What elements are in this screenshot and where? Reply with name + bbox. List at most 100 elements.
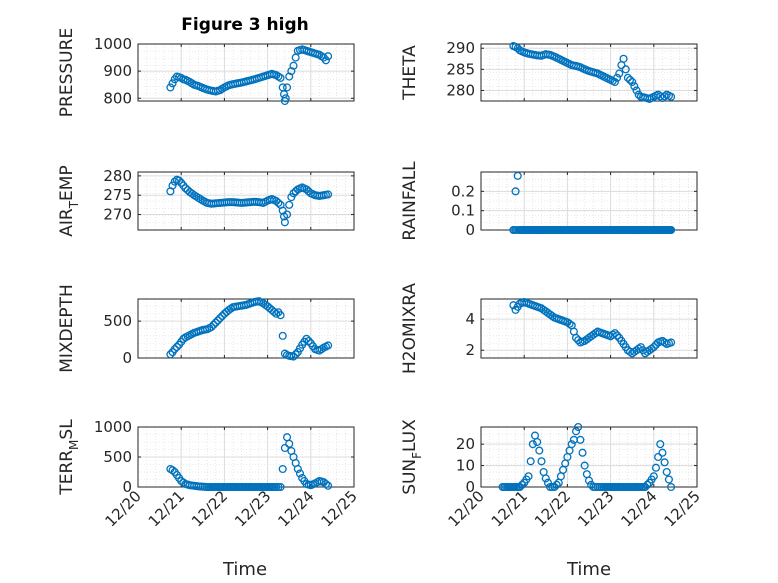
y-tick-label: 275 xyxy=(103,186,132,204)
y-axis-label: SUNFLUX xyxy=(400,419,424,495)
y-tick-label: 1000 xyxy=(94,418,132,436)
panel-rainfall: 00.1 0.2 RAINFALL xyxy=(400,161,698,241)
data-point xyxy=(578,448,587,457)
data-point xyxy=(302,334,311,343)
panel-mixdepth: 0 500 MIXDEPTH xyxy=(57,284,355,373)
minor-grid xyxy=(137,299,355,358)
data-point xyxy=(537,457,546,466)
y-tick-label: 0 xyxy=(122,349,132,367)
x-axis-label-left: Time xyxy=(222,559,267,580)
y-tick-label: 270 xyxy=(103,206,132,224)
data-point xyxy=(667,225,676,235)
data-point xyxy=(324,481,333,490)
series-markers xyxy=(498,422,676,492)
data-point xyxy=(548,312,557,321)
x-tick-label: 12/22 xyxy=(531,487,574,530)
y-axis-label-subscript: F xyxy=(410,452,424,459)
data-point xyxy=(574,422,583,432)
y-axis-label: THETA xyxy=(400,45,420,101)
y-axis-label-subscript: M xyxy=(67,440,81,450)
data-point xyxy=(293,464,302,474)
y-tick-label: 0 xyxy=(465,478,475,496)
y-axis-label-rest: EMP xyxy=(57,165,77,201)
data-point xyxy=(270,307,279,316)
data-point xyxy=(168,466,177,475)
data-point xyxy=(580,461,589,470)
data-point xyxy=(282,210,292,219)
axes-box xyxy=(480,43,698,102)
data-point xyxy=(649,472,658,481)
x-tick-label: 12/23 xyxy=(574,487,617,530)
data-point xyxy=(526,457,535,466)
y-tick-label: 0.2 xyxy=(451,182,475,200)
data-point xyxy=(324,190,333,199)
y-tick-label: 500 xyxy=(103,312,132,330)
data-point xyxy=(584,476,594,485)
data-point xyxy=(630,82,639,91)
data-point xyxy=(632,86,641,95)
data-point xyxy=(289,352,298,361)
y-axis-label-rest: SL xyxy=(57,419,77,440)
data-point xyxy=(608,330,617,339)
data-point xyxy=(280,218,289,227)
data-point xyxy=(291,350,300,359)
data-point xyxy=(621,65,630,74)
data-point xyxy=(216,314,225,323)
data-point xyxy=(321,56,330,65)
data-point xyxy=(179,478,188,487)
series-markers xyxy=(509,298,676,358)
x-tick-label: 12/24 xyxy=(617,487,660,530)
data-point xyxy=(168,181,177,190)
x-axis-label-right: Time xyxy=(566,559,611,580)
data-point xyxy=(166,350,175,359)
data-point xyxy=(641,482,650,492)
panel-pressure: 800 900 1000 PRESSURE xyxy=(57,28,355,117)
x-tick-label: 12/23 xyxy=(231,487,274,530)
y-tick-label: 0 xyxy=(122,478,132,496)
data-point xyxy=(285,439,294,448)
data-point xyxy=(317,345,326,354)
data-point xyxy=(667,338,676,347)
data-point xyxy=(515,482,524,492)
data-point xyxy=(295,469,305,478)
data-point xyxy=(550,482,559,492)
data-point xyxy=(613,73,622,82)
data-point xyxy=(524,472,533,481)
data-point xyxy=(649,343,658,352)
data-point xyxy=(651,463,661,472)
y-axis-label-main: SUN xyxy=(400,459,420,495)
y-axis-label-main: RAINFALL xyxy=(400,161,420,241)
y-axis-label: RAINFALL xyxy=(400,161,420,241)
data-point xyxy=(610,77,619,87)
data-point xyxy=(174,176,184,185)
y-tick-label: 280 xyxy=(103,167,132,185)
x-tick-label: 12/24 xyxy=(274,487,317,530)
series-markers xyxy=(166,433,333,492)
data-point xyxy=(571,333,581,342)
data-point xyxy=(613,331,622,340)
data-point xyxy=(321,479,330,489)
y-tick-label: 0.1 xyxy=(451,202,475,220)
data-point xyxy=(170,345,179,354)
x-tick-label: 12/25 xyxy=(318,487,361,530)
y-tick-label: 10 xyxy=(456,457,475,475)
axes-box xyxy=(137,43,355,102)
data-point xyxy=(552,480,561,489)
data-point xyxy=(628,77,637,87)
y-axis-label-rest: LUX xyxy=(400,419,420,452)
data-point xyxy=(213,316,222,325)
data-point xyxy=(278,464,287,474)
y-tick-label: 4 xyxy=(465,310,475,328)
data-point xyxy=(619,54,628,63)
data-point xyxy=(272,309,281,318)
data-point xyxy=(565,319,574,328)
data-point xyxy=(207,322,216,332)
data-point xyxy=(543,478,553,487)
y-axis-label-main: MIXDEPTH xyxy=(57,284,77,373)
y-tick-label: 280 xyxy=(446,81,475,99)
y-axis-label-main: PRESSURE xyxy=(57,28,77,117)
data-point xyxy=(667,482,676,492)
figure-title: Figure 3 high xyxy=(181,15,309,35)
